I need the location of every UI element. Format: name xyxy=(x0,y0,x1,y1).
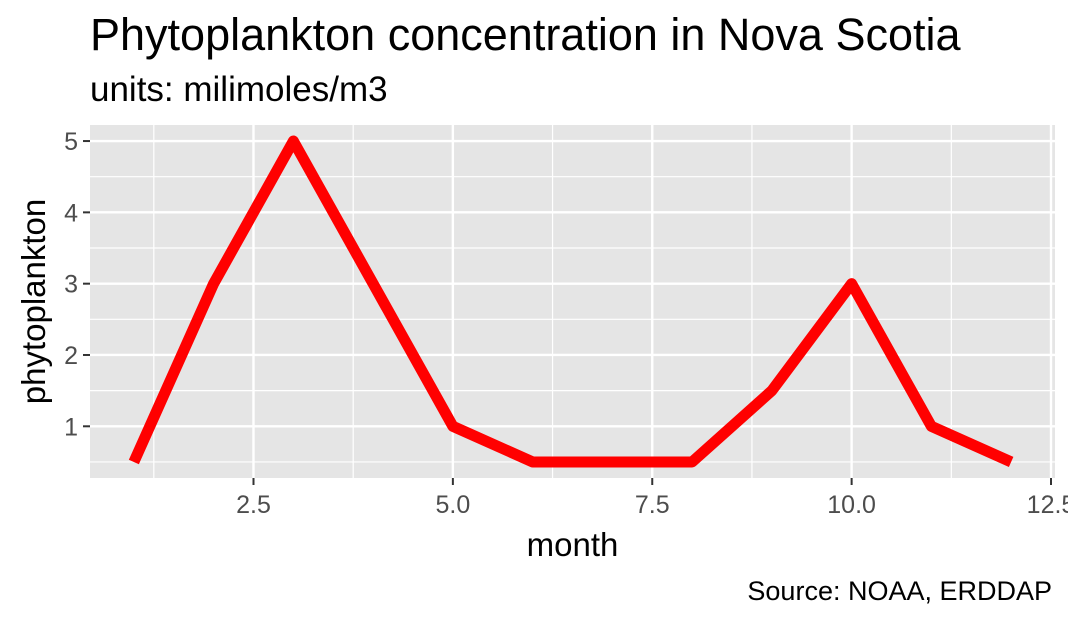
y-tick-label: 4 xyxy=(64,199,78,227)
y-tick-label: 5 xyxy=(64,128,78,156)
chart-title: Phytoplankton concentration in Nova Scot… xyxy=(90,9,961,60)
x-tick-label: 10.0 xyxy=(827,491,876,519)
x-tick-label: 2.5 xyxy=(236,491,271,519)
series-layer xyxy=(128,135,1014,468)
chart-caption: Source: NOAA, ERDDAP xyxy=(747,576,1052,606)
y-tick-label: 1 xyxy=(64,413,78,441)
x-tick-label: 7.5 xyxy=(635,491,670,519)
minor-grid xyxy=(90,125,1055,478)
chart-subtitle: units: milimoles/m3 xyxy=(90,70,388,109)
x-tick-label: 12.5 xyxy=(1027,491,1068,519)
series-line xyxy=(128,135,1014,468)
x-tick-label: 5.0 xyxy=(435,491,470,519)
y-tick-label: 2 xyxy=(64,342,78,370)
y-tick-label: 3 xyxy=(64,271,78,299)
axis-ticks xyxy=(83,140,1053,485)
tick-labels: 2.5 5.0 7.5 10.0 12.5 1 2 3 4 5 xyxy=(64,128,1068,519)
y-axis-title: phytoplankton xyxy=(15,199,52,405)
plot-panel xyxy=(90,125,1055,478)
x-axis-title: month xyxy=(527,526,619,563)
